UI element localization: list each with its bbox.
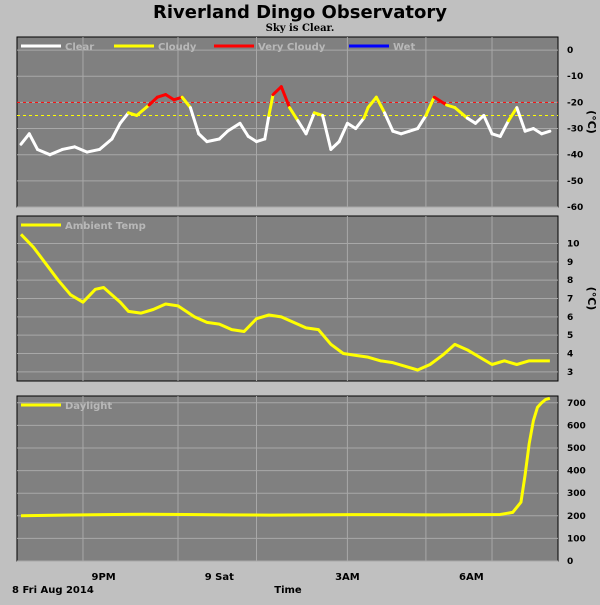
- sky-temp-segment: [36, 147, 52, 157]
- sky-temp-segment: [27, 132, 40, 151]
- y-tick-label: 0: [567, 557, 573, 567]
- legend-label: Cloudy: [158, 42, 197, 53]
- legend-label: Daylight: [65, 401, 112, 412]
- sky-temp-segment: [98, 137, 114, 151]
- y-tick-label: 10: [567, 240, 580, 250]
- ambient-temp-line: [19, 233, 550, 372]
- sky-temp-segment: [217, 129, 230, 141]
- y-tick-label: 100: [567, 534, 586, 544]
- y-tick-label: -20: [567, 98, 583, 108]
- y-tick-label: 5: [567, 331, 573, 341]
- y-tick-label: -30: [567, 125, 583, 135]
- sky-temp-segment: [135, 103, 151, 117]
- chart-panel-1: 0 -10 -20 -30 -40 -50 -60 (°C) Clear Cloudy Very C…: [16, 36, 598, 213]
- y-tick-label: 600: [567, 421, 586, 431]
- plot-area: [16, 395, 559, 562]
- sky-temp-segment: [304, 111, 316, 136]
- sky-temp-segment: [540, 129, 552, 136]
- sky-temp-segment: [226, 121, 242, 133]
- sky-temp-segment: [453, 106, 469, 120]
- sky-temp-segment: [416, 113, 428, 131]
- time-axis-label: Time: [274, 585, 302, 596]
- y-tick-label: 6: [567, 313, 573, 323]
- sky-temp-segment: [507, 106, 519, 123]
- y-tick-label: 700: [567, 399, 586, 409]
- sky-temp-segment: [188, 106, 201, 136]
- sky-temp-segment: [498, 119, 511, 138]
- y-tick-label: -40: [567, 151, 583, 161]
- sky-temp-segment: [345, 121, 358, 131]
- sky-temp-segment: [366, 95, 378, 110]
- sky-temp-segment: [288, 106, 300, 123]
- legend-label: Wet: [393, 42, 415, 53]
- y-tick-label: 500: [567, 444, 586, 454]
- sky-temp-segment: [267, 93, 275, 117]
- sky-temp-segment: [205, 137, 221, 144]
- sky-temp-segment: [465, 116, 477, 125]
- sky-temp-segment: [118, 111, 130, 125]
- x-tick-label: 9PM: [92, 572, 116, 583]
- sky-temp-segment: [321, 113, 333, 151]
- legend-label: Ambient Temp: [65, 221, 146, 232]
- y-axis-label: (°C): [585, 287, 598, 311]
- sky-temp-segment: [85, 147, 102, 154]
- sky-temp-segment: [147, 95, 159, 107]
- sky-temp-segment: [531, 127, 544, 136]
- chart-title: Riverland Dingo Observatory: [153, 2, 447, 23]
- y-tick-label: -50: [567, 177, 583, 187]
- sky-temp-segment: [73, 145, 89, 154]
- y-tick-label: 3: [567, 368, 573, 378]
- chart-panel-2: 10 9 8 7 6 5 4 3 (°C) Ambient Temp: [16, 215, 598, 382]
- y-tick-label: 300: [567, 489, 586, 499]
- sky-temp-segment: [110, 121, 122, 141]
- daylight-line: [20, 396, 551, 518]
- sky-temp-segment: [279, 85, 292, 110]
- y-tick-label: -60: [567, 203, 583, 213]
- sky-temp-segment: [19, 132, 31, 146]
- chart-panels: 0 -10 -20 -30 -40 -50 -60 (°C) Clear Cloudy Very C…: [16, 36, 598, 583]
- sky-temp-segment: [296, 119, 308, 136]
- x-tick-label: 3AM: [335, 572, 360, 583]
- chart-subtitle: Sky is Clear.: [266, 23, 335, 34]
- sky-temp-segment: [197, 132, 209, 144]
- chart-panel-3: 700 600 500 400 300 200 100 0 Daylight: [16, 395, 586, 567]
- sky-temp-segment: [383, 111, 395, 133]
- sky-temp-segment: [238, 121, 250, 138]
- sky-temp-segment: [337, 121, 349, 144]
- y-tick-label: 8: [567, 276, 573, 286]
- sky-temp-segment: [473, 113, 486, 125]
- y-axis-label: (°C): [585, 110, 598, 134]
- sky-temp-segment: [424, 95, 436, 117]
- sky-temp-segment: [271, 85, 283, 97]
- legend-label: Very Cloudy: [258, 42, 326, 53]
- y-tick-label: 4: [567, 350, 573, 360]
- y-tick-label: -10: [567, 72, 583, 82]
- sky-temp-segment: [60, 145, 77, 151]
- date-label: 8 Fri Aug 2014: [12, 585, 94, 596]
- sky-temp-segment: [362, 106, 370, 120]
- sky-temp-segment: [515, 106, 527, 133]
- y-tick-label: 9: [567, 258, 573, 268]
- sky-temp-segment: [164, 93, 176, 102]
- x-tick-label: 6AM: [459, 572, 484, 583]
- x-tick-label: 9 Sat: [205, 572, 234, 583]
- y-tick-label: 200: [567, 512, 586, 522]
- sky-temp-segment: [48, 147, 64, 157]
- plot-area: [16, 36, 559, 208]
- sky-temp-segment: [354, 116, 366, 131]
- sky-temp-segment: [263, 113, 271, 141]
- y-tick-label: 400: [567, 467, 586, 477]
- sky-temp-segment: [482, 113, 494, 136]
- y-tick-label: 0: [567, 46, 573, 56]
- sky-temp-segment: [374, 95, 387, 115]
- sky-temp-segment: [246, 134, 259, 144]
- sky-temp-segment: [432, 95, 449, 107]
- legend-label: Clear: [65, 42, 94, 53]
- sky-temp-segment: [180, 95, 192, 110]
- y-tick-label: 7: [567, 295, 573, 305]
- sky-temp-segment: [329, 140, 341, 151]
